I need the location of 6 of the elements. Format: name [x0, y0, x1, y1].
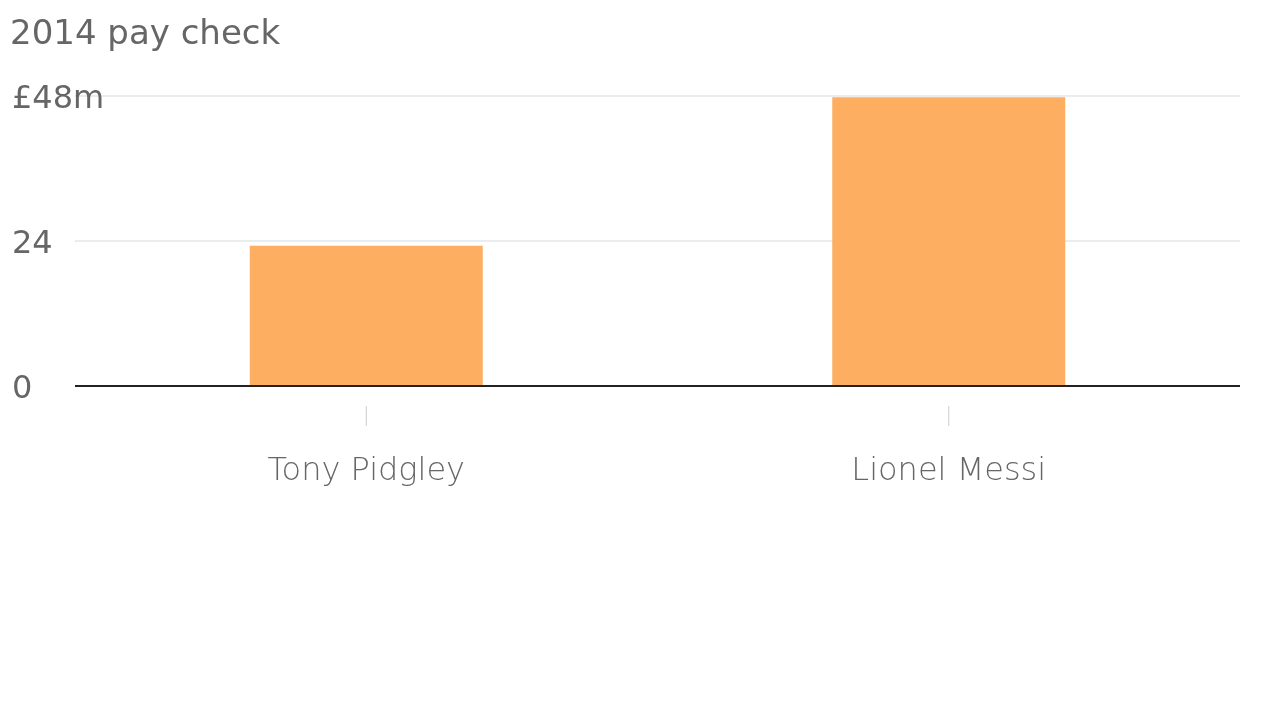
y-tick-label: £48m [12, 78, 105, 116]
x-tick-label: Lionel Messi [851, 450, 1047, 488]
y-tick-label: 0 [12, 368, 33, 406]
chart-title: 2014 pay check [10, 12, 281, 52]
y-tick-label: 24 [12, 223, 53, 261]
x-tick-label: Tony Pidgley [267, 450, 466, 488]
